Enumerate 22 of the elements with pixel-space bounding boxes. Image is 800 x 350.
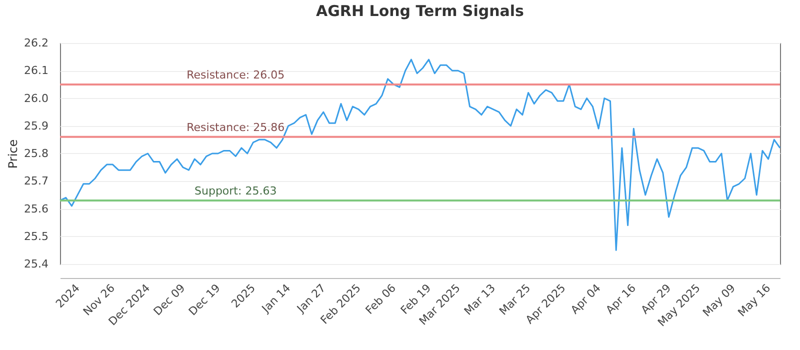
x-tick-label: Apr 16 [603, 282, 638, 317]
ref-line-label: Support: 25.63 [194, 184, 277, 198]
line-series [59, 58, 781, 251]
x-tick-label: Dec 19 [186, 282, 223, 318]
y-tick-label: 25.6 [24, 202, 48, 216]
y-tick-label: 26.1 [24, 64, 48, 78]
x-tick-label: Jan 14 [258, 282, 294, 316]
y-tick-label: 25.9 [24, 119, 48, 132]
chart-title: AGRH Long Term Signals [316, 2, 524, 20]
x-tick-label: Dec 09 [151, 282, 188, 318]
x-tick-label: Mar 13 [462, 282, 498, 318]
y-tick-label: 25.4 [24, 258, 48, 270]
ref-line-label: Resistance: 26.05 [186, 68, 285, 82]
y-tick-label: 26.0 [24, 92, 48, 105]
ref-line-label: Resistance: 25.86 [186, 120, 285, 134]
y-tick-label: 25.8 [24, 147, 48, 160]
y-tick-label: 25.7 [24, 174, 48, 188]
x-tick-label: Feb 06 [363, 282, 398, 317]
y-axis-title: Price [6, 139, 20, 169]
y-tick-label: 26.2 [24, 36, 48, 50]
x-tick-label: Apr 04 [568, 282, 604, 317]
y-tick-label: 25.5 [24, 230, 48, 243]
